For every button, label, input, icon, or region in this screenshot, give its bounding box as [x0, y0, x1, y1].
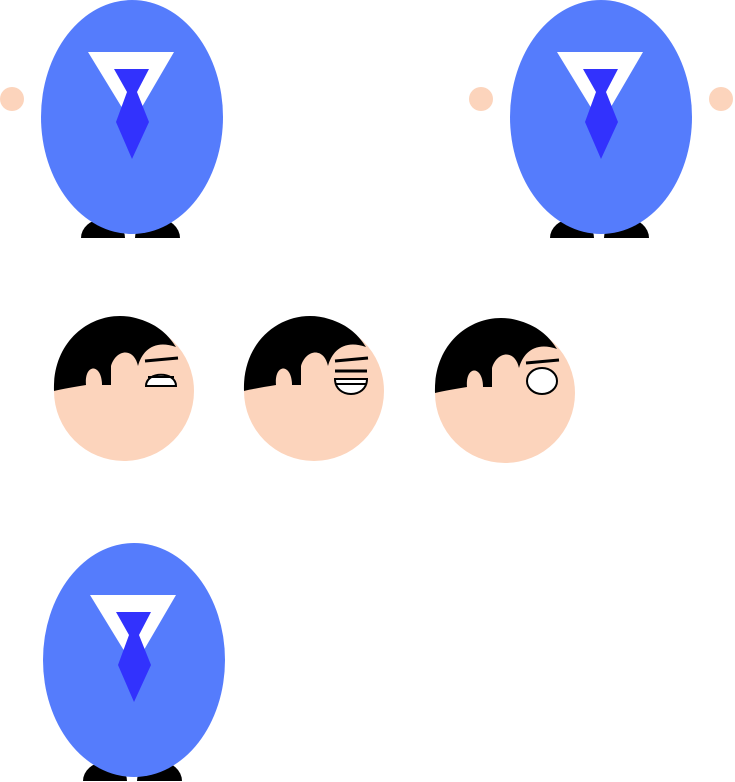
eye-open — [526, 367, 558, 395]
body-sprite-2 — [469, 0, 733, 238]
eyebrow — [525, 358, 560, 365]
necktie — [114, 69, 149, 159]
heads-layer — [53, 315, 575, 463]
necktie — [116, 612, 151, 702]
head-sprite-2 — [243, 315, 384, 461]
body-sprite-1 — [0, 0, 223, 238]
eyebrow — [334, 356, 369, 363]
necktie — [583, 69, 618, 159]
head-sprite-3 — [434, 317, 575, 463]
hair — [243, 315, 366, 391]
head-sprite-1 — [53, 315, 194, 461]
hair — [434, 317, 557, 393]
left-hand — [469, 87, 493, 111]
left-hand — [0, 87, 24, 111]
body-sprite-3 — [43, 543, 225, 781]
hair — [53, 315, 176, 391]
right-hand — [709, 87, 733, 111]
eyebrow — [144, 356, 179, 363]
